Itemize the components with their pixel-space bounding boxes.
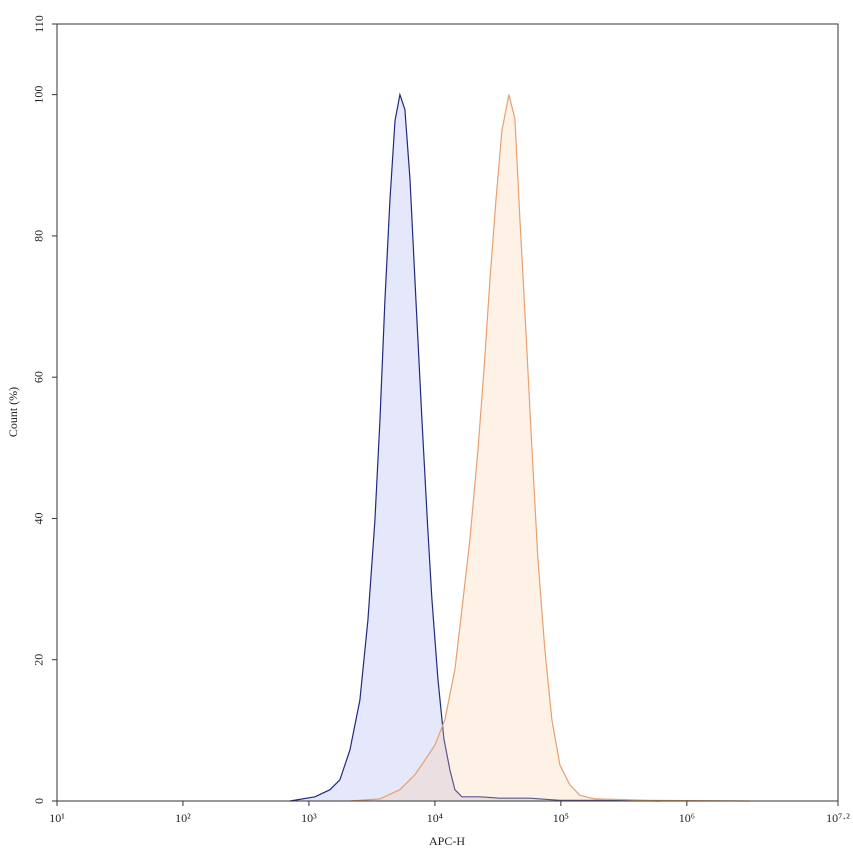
series-line <box>349 94 750 802</box>
y-tick-label: 100 <box>32 86 46 104</box>
x-tick-label: 10⁴ <box>427 811 443 825</box>
y-tick-label: 20 <box>32 654 46 666</box>
y-tick-label: 60 <box>32 371 46 383</box>
y-axis-label: Count (%) <box>6 387 20 437</box>
y-tick-label: 40 <box>32 512 46 524</box>
x-tick-label: 10² <box>175 811 191 825</box>
x-tick-label: 10¹ <box>49 811 65 825</box>
x-tick-label: 10³ <box>301 811 317 825</box>
x-tick-label: 10⁵ <box>553 811 569 825</box>
x-tick-label: 10⁶ <box>679 811 695 825</box>
y-tick-label: 0 <box>32 798 46 804</box>
series-line <box>289 92 660 802</box>
y-tick-label: 110 <box>32 15 46 33</box>
x-tick-label: 10⁷·² <box>826 811 850 825</box>
y-tick-label: 80 <box>32 230 46 242</box>
plot-frame <box>56 23 839 802</box>
series-area <box>289 94 660 802</box>
x-axis-label: APC-H <box>429 834 465 848</box>
